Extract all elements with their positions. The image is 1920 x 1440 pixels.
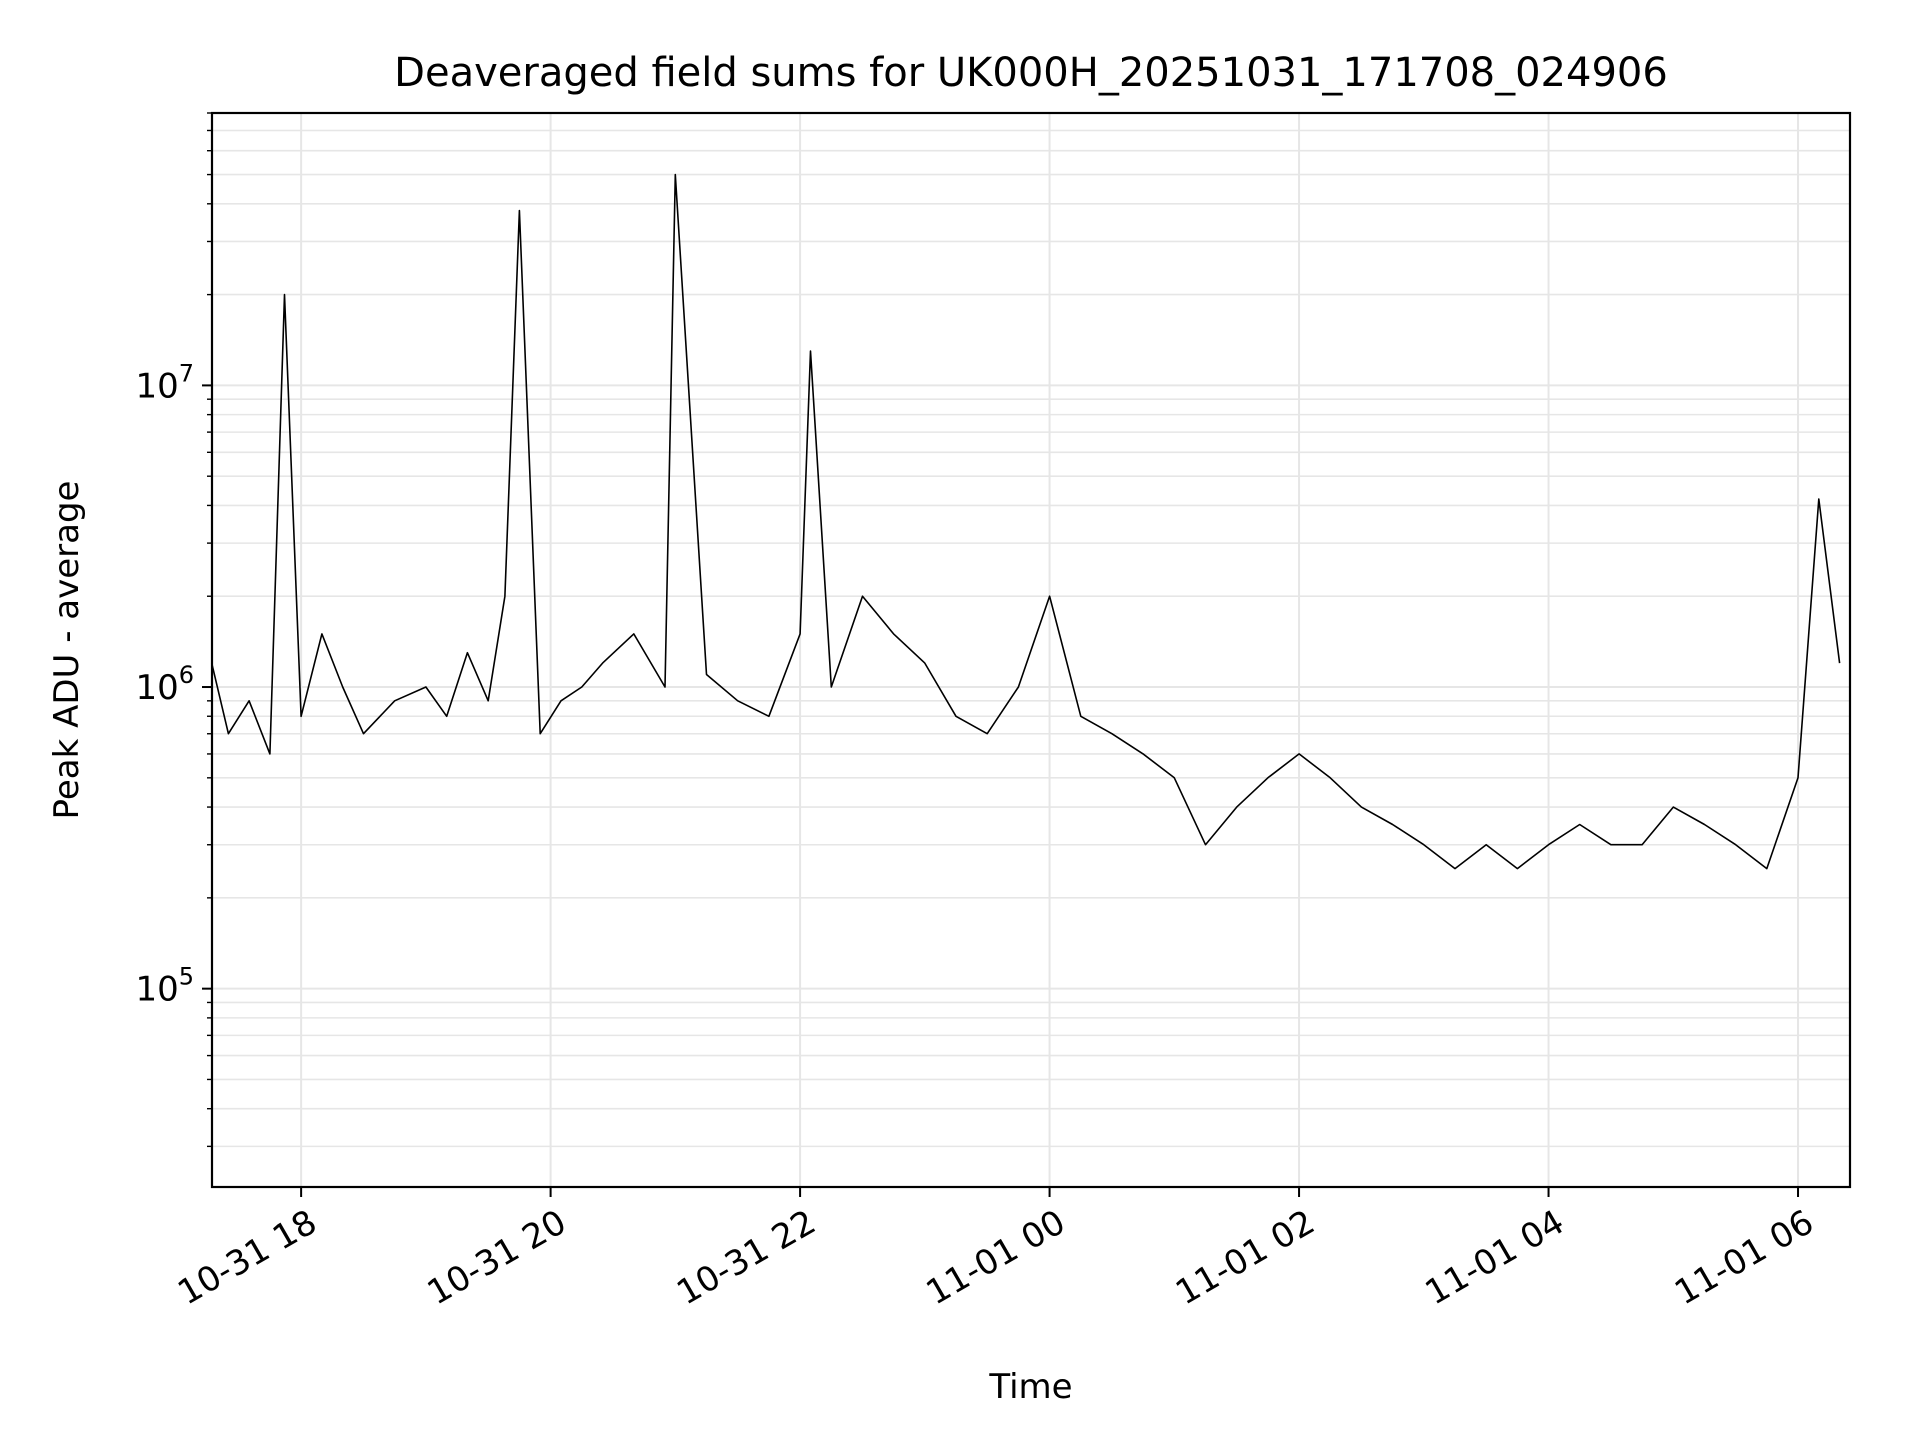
y-tick-exponent: 5 (179, 963, 194, 991)
series-layer (210, 173, 1841, 870)
y-tick-exponent: 6 (179, 661, 194, 689)
plot-frame (210, 111, 1852, 1189)
y-tick-label: 105 (135, 963, 194, 1010)
y-tick-base: 10 (135, 970, 178, 1010)
y-tick-exponent: 7 (179, 359, 194, 387)
y-tick-label: 107 (135, 359, 194, 406)
y-tick-base: 10 (135, 366, 178, 406)
grid (212, 112, 1850, 1187)
x-axis-label: Time (988, 1367, 1072, 1407)
series-line (210, 173, 1841, 870)
y-tick-label: 106 (135, 661, 194, 708)
y-axis-label: Peak ADU - average (47, 481, 87, 820)
chart-title: Deaveraged field sums for UK000H_2025103… (394, 50, 1668, 96)
y-tick-base: 10 (135, 668, 178, 708)
